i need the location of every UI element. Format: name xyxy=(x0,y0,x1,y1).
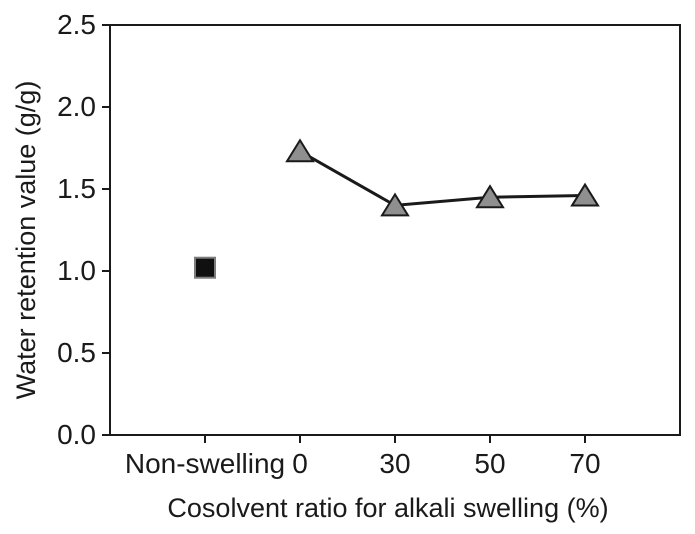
x-tick-label: 70 xyxy=(569,448,601,479)
y-tick-label: 2.5 xyxy=(57,9,96,40)
data-point-triangle xyxy=(570,182,600,207)
y-tick-label: 2.0 xyxy=(57,91,96,122)
series-line xyxy=(299,149,586,207)
plot-border xyxy=(109,24,681,436)
y-tick-label: 0.0 xyxy=(57,419,96,450)
x-tick-label: 30 xyxy=(379,448,411,479)
data-point-triangle xyxy=(380,192,410,217)
x-tick-label: 0 xyxy=(292,448,308,479)
x-axis-title: Cosolvent ratio for alkali swelling (%) xyxy=(167,493,609,523)
data-point-triangle xyxy=(475,184,505,209)
y-tick-label: 1.5 xyxy=(57,173,96,204)
x-tick-label: Non-swelling xyxy=(124,448,286,479)
x-tick-label: 50 xyxy=(474,448,506,479)
y-axis-title: Water retention value (g/g) xyxy=(11,80,41,400)
data-point-triangle xyxy=(285,138,315,163)
data-point-square xyxy=(194,256,216,279)
y-tick-label: 1.0 xyxy=(57,255,96,286)
y-tick-label: 0.5 xyxy=(57,337,96,368)
